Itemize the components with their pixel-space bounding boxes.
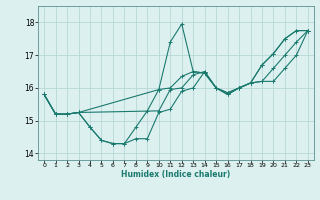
X-axis label: Humidex (Indice chaleur): Humidex (Indice chaleur)	[121, 170, 231, 179]
